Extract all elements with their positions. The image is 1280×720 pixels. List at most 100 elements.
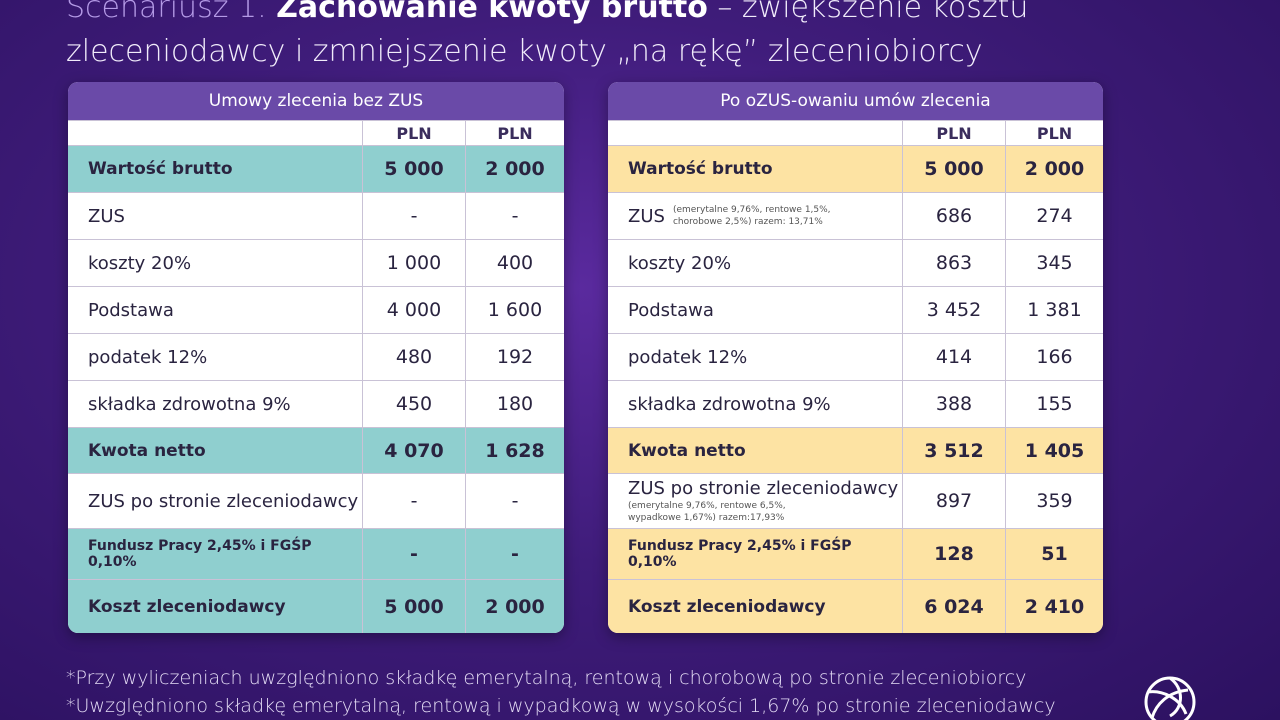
row-label: Podstawa bbox=[628, 299, 714, 321]
row-label: Kwota netto bbox=[628, 440, 746, 461]
value-cell: 863 bbox=[902, 240, 1005, 286]
table-row: koszty 20% 863 345 bbox=[608, 239, 1103, 286]
table-row: Fundusz Pracy 2,45% i FGŚP 0,10% - - bbox=[68, 528, 564, 579]
value-cell: - bbox=[362, 193, 465, 239]
value-cell: 180 bbox=[465, 381, 564, 427]
value-cell: 4 000 bbox=[362, 287, 465, 333]
row-label: Fundusz Pracy 2,45% i FGŚP 0,10% bbox=[628, 538, 852, 570]
empty-header-cell bbox=[68, 121, 362, 145]
value-cell: 345 bbox=[1005, 240, 1103, 286]
title-bold: Zachowanie kwoty brutto bbox=[276, 0, 708, 25]
row-note: (emerytalne 9,76%, rentowe 6,5%, wypadko… bbox=[628, 501, 786, 523]
value-cell: 2 000 bbox=[465, 146, 564, 192]
title-line2: zleceniodawcy i zmniejszenie kwoty „na r… bbox=[66, 34, 983, 69]
value-cell: 5 000 bbox=[362, 580, 465, 633]
row-label: Kwota netto bbox=[88, 440, 206, 461]
value-cell: 6 024 bbox=[902, 580, 1005, 633]
empty-header-cell bbox=[608, 121, 902, 145]
value-cell: 897 bbox=[902, 474, 1005, 528]
value-cell: 3 452 bbox=[902, 287, 1005, 333]
table-header: Po oZUS-owaniu umów zlecenia bbox=[608, 82, 1103, 120]
value-cell: 450 bbox=[362, 381, 465, 427]
value-cell: 1 405 bbox=[1005, 428, 1103, 473]
row-label: składka zdrowotna 9% bbox=[88, 393, 291, 415]
value-cell: 5 000 bbox=[902, 146, 1005, 192]
row-label: Podstawa bbox=[88, 299, 174, 321]
row-label: ZUS po stronie zleceniodawcy bbox=[88, 490, 359, 512]
table-with-zus: Po oZUS-owaniu umów zlecenia PLN PLN War… bbox=[608, 82, 1103, 633]
value-cell: 2 000 bbox=[1005, 146, 1103, 192]
value-cell: 128 bbox=[902, 529, 1005, 579]
table-row: Kwota netto 4 070 1 628 bbox=[68, 427, 564, 473]
value-cell: 4 070 bbox=[362, 428, 465, 473]
title-rest: – zwiększenie kosztu bbox=[707, 0, 1029, 25]
value-cell: 5 000 bbox=[362, 146, 465, 192]
table-row: podatek 12% 414 166 bbox=[608, 333, 1103, 380]
row-label: ZUS bbox=[88, 205, 125, 227]
row-label-with-note: ZUS (emerytalne 9,76%, rentowe 1,5%, cho… bbox=[608, 193, 902, 239]
row-label: Fundusz Pracy 2,45% i FGŚP 0,10% bbox=[88, 538, 312, 570]
row-label: koszty 20% bbox=[88, 252, 192, 274]
table-row: ZUS po stronie zleceniodawcy (emerytalne… bbox=[608, 473, 1103, 528]
table-header: Umowy zlecenia bez ZUS bbox=[68, 82, 564, 120]
row-label: Koszt zleceniodawcy bbox=[628, 596, 826, 617]
value-cell: - bbox=[465, 529, 564, 579]
table-row: koszty 20% 1 000 400 bbox=[68, 239, 564, 286]
table-row: składka zdrowotna 9% 388 155 bbox=[608, 380, 1103, 427]
table-row: ZUS (emerytalne 9,76%, rentowe 1,5%, cho… bbox=[608, 192, 1103, 239]
row-label: podatek 12% bbox=[628, 346, 748, 368]
value-cell: 1 600 bbox=[465, 287, 564, 333]
table-row: Kwota netto 3 512 1 405 bbox=[608, 427, 1103, 473]
value-cell: 414 bbox=[902, 334, 1005, 380]
value-cell: 3 512 bbox=[902, 428, 1005, 473]
table-row: Podstawa 4 000 1 600 bbox=[68, 286, 564, 333]
value-cell: 400 bbox=[465, 240, 564, 286]
footnote-2: *Uwzględniono składkę emerytalną, rentow… bbox=[66, 695, 1056, 717]
row-label: koszty 20% bbox=[628, 252, 732, 274]
value-cell: 1 381 bbox=[1005, 287, 1103, 333]
table-row: Wartość brutto 5 000 2 000 bbox=[68, 145, 564, 192]
value-cell: 274 bbox=[1005, 193, 1103, 239]
footnote-1: *Przy wyliczeniach uwzględniono składkę … bbox=[66, 667, 1027, 689]
table-row: Wartość brutto 5 000 2 000 bbox=[608, 145, 1103, 192]
swirl-logo-icon bbox=[1144, 676, 1196, 720]
footnotes: *Przy wyliczeniach uwzględniono składkę … bbox=[66, 664, 1056, 720]
value-cell: - bbox=[362, 529, 465, 579]
value-cell: 480 bbox=[362, 334, 465, 380]
table-row: podatek 12% 480 192 bbox=[68, 333, 564, 380]
col-header-pln: PLN bbox=[362, 121, 465, 145]
table-row: Koszt zleceniodawcy 6 024 2 410 bbox=[608, 579, 1103, 633]
table-row: Fundusz Pracy 2,45% i FGŚP 0,10% 128 51 bbox=[608, 528, 1103, 579]
row-label: składka zdrowotna 9% bbox=[628, 393, 831, 415]
value-cell: 192 bbox=[465, 334, 564, 380]
value-cell: 1 628 bbox=[465, 428, 564, 473]
value-cell: 388 bbox=[902, 381, 1005, 427]
value-cell: 2 410 bbox=[1005, 580, 1103, 633]
value-cell: - bbox=[362, 474, 465, 528]
table-row: Koszt zleceniodawcy 5 000 2 000 bbox=[68, 579, 564, 633]
value-cell: 359 bbox=[1005, 474, 1103, 528]
column-header-row: PLN PLN bbox=[608, 120, 1103, 145]
title-prefix: Scenariusz 1. bbox=[66, 0, 267, 25]
row-label: podatek 12% bbox=[88, 346, 208, 368]
col-header-pln: PLN bbox=[1005, 121, 1103, 145]
row-label: ZUS po stronie zleceniodawcy bbox=[628, 478, 899, 499]
col-header-pln: PLN bbox=[902, 121, 1005, 145]
row-label: Wartość brutto bbox=[628, 159, 773, 179]
value-cell: 2 000 bbox=[465, 580, 564, 633]
column-header-row: PLN PLN bbox=[68, 120, 564, 145]
row-label: Wartość brutto bbox=[88, 159, 233, 179]
table-row: Podstawa 3 452 1 381 bbox=[608, 286, 1103, 333]
value-cell: 51 bbox=[1005, 529, 1103, 579]
value-cell: - bbox=[465, 474, 564, 528]
table-without-zus: Umowy zlecenia bez ZUS PLN PLN Wartość b… bbox=[68, 82, 564, 633]
value-cell: 1 000 bbox=[362, 240, 465, 286]
value-cell: - bbox=[465, 193, 564, 239]
value-cell: 686 bbox=[902, 193, 1005, 239]
row-note: (emerytalne 9,76%, rentowe 1,5%, chorobo… bbox=[672, 205, 831, 227]
row-label: Koszt zleceniodawcy bbox=[88, 596, 286, 617]
table-row: ZUS po stronie zleceniodawcy - - bbox=[68, 473, 564, 528]
table-row: ZUS - - bbox=[68, 192, 564, 239]
col-header-pln: PLN bbox=[465, 121, 564, 145]
value-cell: 155 bbox=[1005, 381, 1103, 427]
